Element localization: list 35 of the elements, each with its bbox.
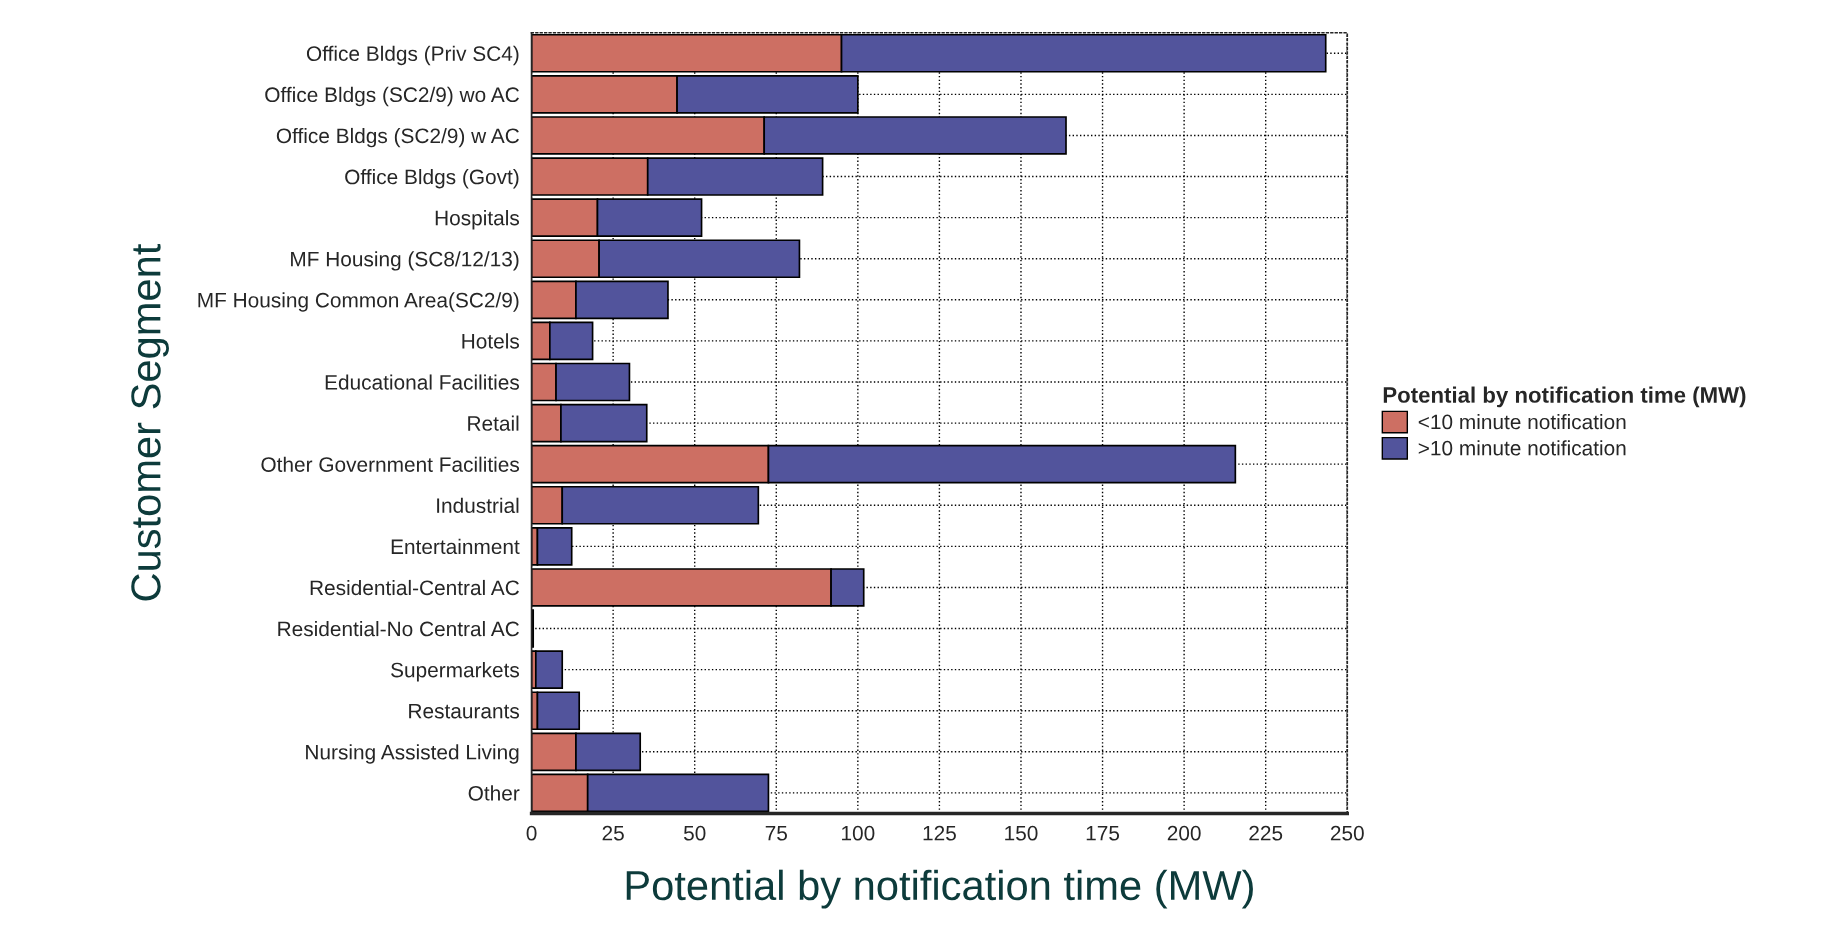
- y-tick-label: Industrial: [437, 497, 519, 514]
- x-tick-label: 200: [1167, 825, 1201, 841]
- x-tick-label: 75: [765, 826, 787, 841]
- x-tick-label: 0: [526, 825, 537, 841]
- x-tick-label: 25: [602, 825, 624, 841]
- y-tick-label: Office Bldgs (SC2/9) wo AC: [265, 86, 519, 107]
- y-tick-label: MF Housing (SC8/12/13): [291, 251, 519, 271]
- y-tick-label: Entertainment: [391, 538, 520, 555]
- y-tick-label: Office Bldgs (Priv SC4): [306, 45, 519, 66]
- y-tick-label: Hospitals: [435, 210, 520, 230]
- x-tick-label: 175: [1086, 826, 1120, 841]
- legend-label: >10 minute notification: [1418, 440, 1626, 456]
- legend-label: <10 minute notification: [1418, 414, 1626, 430]
- y-tick-label: Residential-No Central AC: [278, 620, 519, 637]
- x-tick-label: 250: [1330, 825, 1364, 841]
- x-tick-label: 100: [842, 825, 875, 841]
- legend-title: Potential by notification time (MW): [1383, 386, 1746, 408]
- y-tick-label: Supermarkets: [391, 662, 520, 682]
- y-tick-label: Other Government Facilities: [261, 456, 520, 472]
- y-tick-label: Office Bldgs (SC2/9) w AC: [276, 127, 519, 148]
- x-tick-label: 150: [1005, 825, 1038, 841]
- y-tick-label: Hotels: [462, 333, 520, 349]
- x-axis-title: Potential by notification time (MW): [626, 869, 1253, 909]
- y-tick-label: Restaurants: [409, 703, 520, 719]
- y-tick-label: MF Housing Common Area(SC2/9): [198, 292, 519, 312]
- x-tick-label: 225: [1249, 825, 1283, 841]
- x-tick-label: 125: [923, 825, 956, 841]
- y-tick-label: Other: [468, 785, 520, 801]
- y-axis-title: Customer Segment: [131, 243, 169, 601]
- y-tick-label: Educational Facilities: [325, 374, 520, 390]
- y-tick-label: Retail: [468, 415, 519, 431]
- x-tick-label: 50: [683, 825, 706, 841]
- y-tick-label: Office Bldgs (Govt): [345, 168, 519, 189]
- y-tick-label: Residential-Central AC: [310, 579, 519, 596]
- y-tick-label: Nursing Assisted Living: [306, 744, 519, 764]
